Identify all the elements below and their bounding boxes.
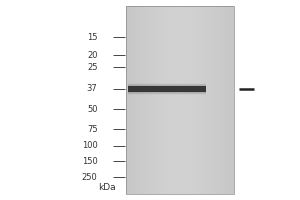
Text: kDa: kDa [98, 184, 115, 192]
Text: 75: 75 [87, 124, 98, 134]
Bar [128, 84, 206, 85]
Bar [128, 92, 206, 93]
Bar [128, 91, 206, 92]
Bar [128, 86, 206, 87]
Bar [128, 93, 206, 94]
Bar [128, 84, 206, 86]
Text: 25: 25 [87, 62, 98, 72]
Text: 100: 100 [82, 142, 98, 150]
Text: 37: 37 [87, 84, 98, 93]
Text: 250: 250 [82, 172, 98, 182]
Bar [128, 92, 206, 94]
Text: 15: 15 [87, 32, 98, 42]
Bar [126, 6, 234, 194]
Text: 150: 150 [82, 156, 98, 166]
Bar [128, 85, 206, 86]
Text: 50: 50 [87, 104, 98, 114]
Bar [128, 86, 206, 92]
Bar [128, 83, 206, 84]
Bar [128, 94, 206, 95]
Text: 20: 20 [87, 50, 98, 60]
